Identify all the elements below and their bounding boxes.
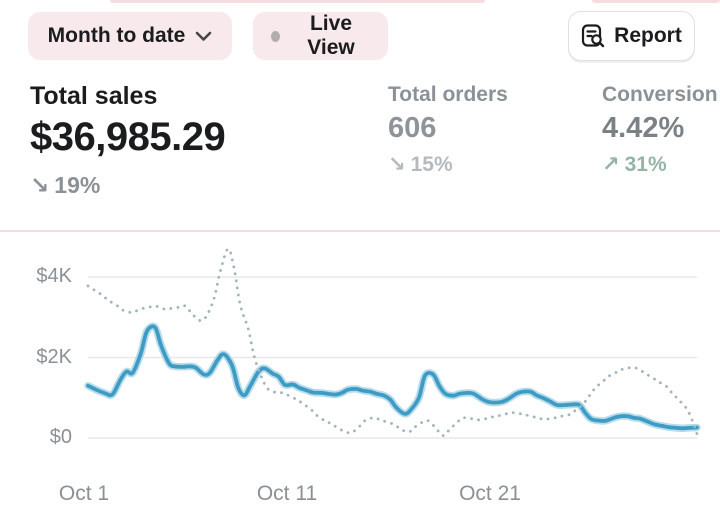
report-icon xyxy=(582,23,605,47)
date-range-label: Month to date xyxy=(47,24,186,47)
live-view-button[interactable]: Live View xyxy=(253,12,388,60)
cropped-element-top-right xyxy=(592,0,720,3)
trend-down-arrow-icon: ↘ xyxy=(30,172,50,198)
y-axis-label: $0 xyxy=(49,426,72,448)
metric-label: Conversion xyxy=(602,83,718,106)
report-button[interactable]: Report xyxy=(568,11,695,61)
metric-conversion[interactable]: Conversion 4.42% ↗ 31% xyxy=(602,83,718,177)
live-indicator-dot xyxy=(271,30,280,42)
metric-delta: ↘ 19% xyxy=(30,172,225,199)
total-sales-chart[interactable]: $0 $2K $4K Oct 1 Oct 11 Oct 21 xyxy=(0,236,720,527)
date-range-button[interactable]: Month to date xyxy=(28,12,232,60)
section-divider xyxy=(0,230,720,232)
report-label: Report xyxy=(614,24,682,47)
y-axis-label: $2K xyxy=(36,345,72,368)
delta-percent: 31% xyxy=(624,153,667,176)
metric-label: Total sales xyxy=(30,82,158,110)
live-view-label: Live View xyxy=(307,12,355,59)
delta-percent: 15% xyxy=(410,153,453,176)
chart-canvas xyxy=(84,247,701,439)
comparison-line-dotted xyxy=(86,247,699,437)
trend-up-arrow-icon: ↗ xyxy=(602,153,620,176)
x-axis-label: Oct 1 xyxy=(58,482,110,505)
metric-value: 606 xyxy=(388,112,437,144)
metric-value: $36,985.29 xyxy=(30,115,226,159)
metric-label: Total orders xyxy=(388,83,508,106)
metric-delta: ↘ 15% xyxy=(388,152,508,177)
cropped-element-top-left xyxy=(110,0,485,3)
metric-total-sales[interactable]: Total sales $36,985.29 ↘ 19% xyxy=(30,82,226,199)
current-line xyxy=(86,324,699,431)
trend-down-arrow-icon: ↘ xyxy=(388,153,406,176)
chevron-down-icon xyxy=(196,31,212,41)
x-axis-label: Oct 11 xyxy=(256,482,318,505)
metric-value: 4.42% xyxy=(602,112,685,144)
x-axis-label: Oct 21 xyxy=(459,482,521,505)
delta-percent: 19% xyxy=(54,172,101,198)
current-line-halo xyxy=(84,322,701,433)
metric-total-orders[interactable]: Total orders 606 ↘ 15% xyxy=(388,83,508,177)
metric-delta: ↗ 31% xyxy=(602,152,718,177)
y-axis-label: $4K xyxy=(36,265,72,287)
